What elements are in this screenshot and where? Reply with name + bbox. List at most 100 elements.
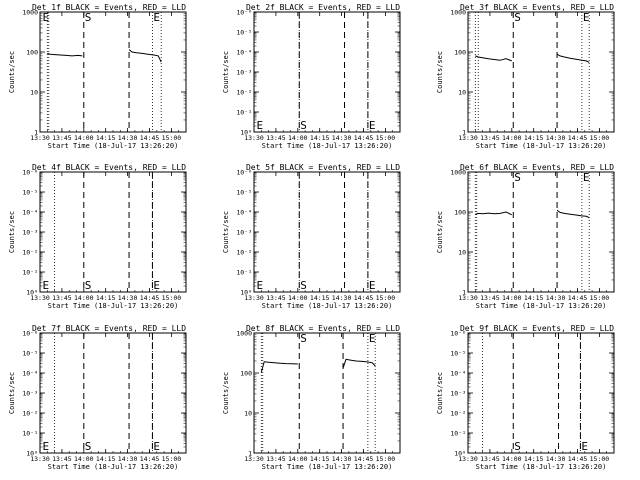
x-tick-label: 14:15	[524, 455, 544, 463]
x-axis-label: Start Time (18-Jul-17 13:26:20)	[262, 142, 393, 150]
marker-end: E	[369, 119, 376, 132]
x-tick-label: 13:45	[480, 134, 500, 142]
marker-end: E	[369, 332, 376, 345]
x-tick-label: 14:15	[96, 455, 116, 463]
panel-title: Det 6f BLACK = Events, RED = LLD	[460, 163, 614, 172]
x-tick-label: 15:00	[590, 455, 610, 463]
y-tick-label: 10⁻²	[236, 249, 252, 257]
y-tick-label: 10	[458, 249, 466, 257]
x-axis-label: Start Time (18-Jul-17 13:26:20)	[476, 302, 607, 310]
x-tick-label: 14:30	[118, 455, 138, 463]
y-tick-label: 1	[462, 289, 466, 297]
x-tick-label: 13:30	[458, 294, 478, 302]
x-tick-label: 14:45	[354, 455, 374, 463]
y-tick-label: 1000	[22, 9, 38, 17]
x-tick-label: 14:00	[502, 455, 522, 463]
x-tick-label: 14:00	[74, 294, 94, 302]
y-tick-label: 10⁻¹	[236, 269, 252, 277]
panel-det-7: Det 7f BLACK = Events, RED = LLD 13:30 13:…	[8, 324, 187, 471]
x-tick-label: 14:00	[502, 134, 522, 142]
x-tick-label: 14:00	[74, 134, 94, 142]
x-tick-label: 14:00	[502, 294, 522, 302]
x-tick-label: 14:45	[140, 294, 160, 302]
y-tick-label: 10	[30, 89, 38, 97]
x-tick-label: 14:00	[74, 455, 94, 463]
y-tick-label: 10⁻⁶	[236, 169, 252, 177]
marker-end: E	[42, 279, 49, 292]
x-tick-label: 13:30	[30, 134, 50, 142]
y-tick-label: 10⁻²	[236, 89, 252, 97]
x-tick-label: 14:45	[568, 455, 588, 463]
x-tick-label: 13:45	[52, 455, 72, 463]
x-axis-label: Start Time (18-Jul-17 13:26:20)	[48, 463, 179, 471]
y-tick-label: 10⁻²	[450, 410, 466, 418]
x-tick-label: 13:45	[480, 294, 500, 302]
events-line	[128, 49, 162, 63]
y-axis-label: Counts/sec	[8, 211, 16, 253]
y-tick-label: 10⁻³	[22, 229, 38, 237]
marker-end: E	[256, 119, 263, 132]
x-tick-label: 15:00	[162, 294, 182, 302]
x-tick-label: 14:00	[288, 294, 308, 302]
y-tick-label: 1000	[450, 169, 466, 177]
panel-title: Det 5f BLACK = Events, RED = LLD	[246, 163, 400, 172]
y-axis-label: Counts/sec	[436, 211, 444, 253]
x-tick-label: 14:00	[288, 134, 308, 142]
x-tick-label: 14:15	[524, 294, 544, 302]
x-axis-label: Start Time (18-Jul-17 13:26:20)	[48, 142, 179, 150]
marker-start: S	[85, 440, 92, 453]
events-line	[260, 361, 298, 373]
y-tick-label: 100	[240, 370, 252, 378]
x-axis-label: Start Time (18-Jul-17 13:26:20)	[476, 463, 607, 471]
x-tick-label: 13:30	[458, 455, 478, 463]
x-tick-label: 14:30	[332, 294, 352, 302]
x-tick-label: 13:45	[52, 134, 72, 142]
y-tick-label: 10⁻⁶	[450, 330, 466, 338]
panel-det-3: Det 3f BLACK = Events, RED = LLD 13:30 13:…	[436, 3, 615, 150]
marker-start: S	[300, 332, 307, 345]
marker-start: S	[85, 279, 92, 292]
x-tick-label: 13:30	[244, 455, 264, 463]
y-tick-label: 10⁰	[454, 450, 466, 458]
x-tick-label: 14:15	[310, 455, 330, 463]
x-tick-label: 15:00	[376, 294, 396, 302]
x-tick-label: 14:45	[568, 134, 588, 142]
y-tick-label: 10⁻³	[450, 390, 466, 398]
y-tick-label: 10⁻⁵	[450, 350, 466, 358]
y-tick-label: 10⁻⁵	[22, 350, 38, 358]
panel-title: Det 8f BLACK = Events, RED = LLD	[246, 324, 400, 333]
y-tick-label: 1	[248, 450, 252, 458]
y-tick-label: 10⁻²	[22, 249, 38, 257]
x-tick-label: 13:30	[244, 294, 264, 302]
x-tick-label: 13:45	[480, 455, 500, 463]
x-tick-label: 14:30	[332, 134, 352, 142]
x-tick-label: 14:30	[332, 455, 352, 463]
x-tick-label: 14:15	[310, 134, 330, 142]
marker-end: E	[256, 279, 263, 292]
y-tick-label: 10⁻⁴	[236, 209, 252, 217]
x-tick-label: 15:00	[590, 294, 610, 302]
panel-det-6: Det 6f BLACK = Events, RED = LLD 13:30 13:…	[436, 163, 615, 310]
panel-det-2: Det 2f BLACK = Events, RED = LLD 13:30 13:…	[222, 3, 401, 150]
events-line	[47, 52, 83, 57]
y-tick-label: 10⁻³	[236, 229, 252, 237]
marker-end: E	[581, 440, 588, 453]
y-tick-label: 100	[454, 209, 466, 217]
marker-start: S	[514, 11, 521, 24]
y-tick-label: 1000	[450, 9, 466, 17]
x-tick-label: 14:15	[96, 134, 116, 142]
y-tick-label: 10⁰	[26, 289, 38, 297]
x-tick-label: 15:00	[376, 134, 396, 142]
events-line	[556, 209, 590, 219]
y-tick-label: 10⁻⁶	[22, 330, 38, 338]
events-line	[556, 53, 590, 63]
y-axis-label: Counts/sec	[222, 211, 230, 253]
marker-end: E	[42, 11, 49, 24]
x-tick-label: 15:00	[376, 455, 396, 463]
y-tick-label: 10⁻⁴	[450, 370, 466, 378]
y-tick-label: 10⁻⁵	[236, 189, 252, 197]
x-tick-label: 13:30	[30, 294, 50, 302]
y-axis-label: Counts/sec	[222, 372, 230, 414]
x-axis-label: Start Time (18-Jul-17 13:26:20)	[48, 302, 179, 310]
